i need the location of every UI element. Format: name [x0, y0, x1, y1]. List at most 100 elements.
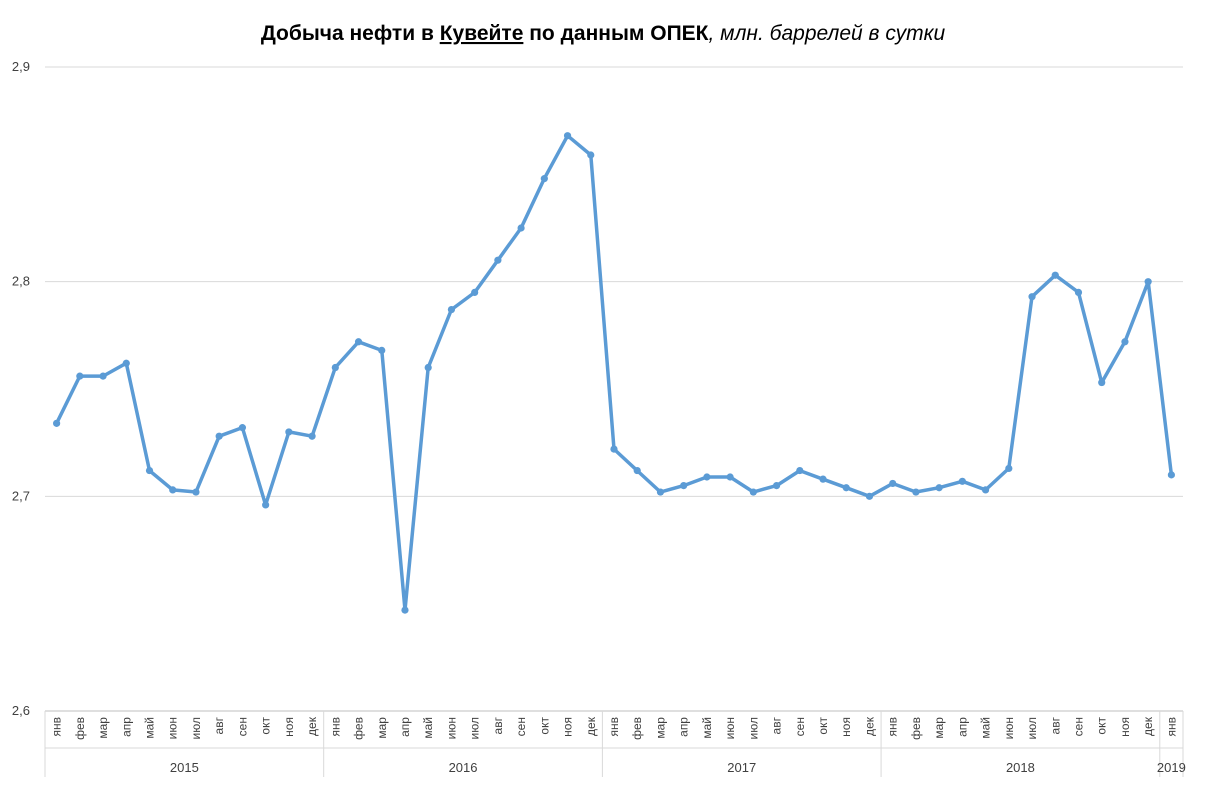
data-point: [285, 428, 293, 436]
x-tick-label: июн: [1002, 717, 1016, 739]
x-tick-label: июн: [444, 717, 458, 739]
data-point: [424, 363, 432, 372]
x-tick-label: фев: [630, 717, 644, 740]
x-tick-label: апр: [119, 717, 133, 737]
x-tick-label: янв: [1164, 717, 1178, 737]
x-tick-label: янв: [886, 717, 900, 737]
year-label: 2016: [449, 760, 478, 775]
x-tick-label: фев: [352, 717, 366, 740]
data-point: [99, 372, 107, 380]
data-point: [471, 288, 479, 296]
data-point: [378, 346, 386, 354]
series-layer: [53, 132, 1175, 614]
x-tick-label: мар: [96, 717, 110, 739]
data-point: [1005, 464, 1013, 473]
data-point: [981, 486, 990, 494]
data-point: [308, 432, 316, 440]
data-point: [540, 175, 548, 183]
x-tick-label: июл: [189, 717, 203, 739]
x-tick-label: сен: [514, 717, 528, 736]
title-middle: по данным ОПЕК: [523, 22, 708, 45]
x-tick-label: апр: [677, 717, 691, 737]
data-point: [53, 419, 61, 427]
x-tick-label: дек: [305, 716, 319, 736]
x-tick-label: ноя: [561, 717, 575, 737]
data-point: [262, 501, 270, 509]
x-tick-label: май: [700, 717, 714, 739]
data-point: [1167, 471, 1175, 479]
x-tick-label: дек: [584, 716, 598, 736]
data-point: [749, 488, 757, 496]
x-axis: янв фев мар апр май июн июл авг сен окт ноя дек янв ф…: [44, 711, 1186, 777]
data-point: [656, 488, 665, 496]
x-tick-label: июл: [468, 717, 482, 739]
x-tick-label: апр: [398, 717, 412, 737]
x-tick-label: мар: [653, 717, 667, 739]
x-tick-label: ноя: [839, 717, 853, 737]
data-point: [935, 484, 943, 492]
x-tick-label: ноя: [1118, 717, 1132, 737]
x-tick-label: июн: [166, 717, 180, 739]
data-point: [680, 482, 688, 490]
data-point: [76, 372, 84, 380]
y-axis: 2,6 2,7 2,8 2,9: [12, 59, 30, 718]
x-tick-label: янв: [328, 717, 342, 737]
data-point: [517, 224, 525, 232]
data-point: [494, 256, 502, 264]
x-tick-label: окт: [259, 717, 273, 735]
x-tick-label: апр: [955, 717, 969, 737]
x-tick-label: июл: [746, 717, 760, 739]
y-tick-label: 2,7: [12, 488, 30, 503]
data-point: [447, 305, 456, 314]
data-point: [331, 363, 339, 372]
x-tick-label: июн: [723, 717, 737, 739]
data-point: [842, 484, 850, 492]
x-tick-label: окт: [537, 717, 551, 735]
data-point: [610, 445, 618, 453]
x-tick-label: янв: [50, 717, 64, 737]
data-point: [889, 479, 897, 488]
x-tick-label: ноя: [282, 717, 296, 737]
series-line: [54, 133, 1174, 612]
x-tick-label: мар: [375, 717, 389, 739]
year-label: 2018: [1006, 760, 1035, 775]
x-tick-label: сен: [1071, 717, 1085, 736]
data-point: [354, 338, 363, 346]
data-point: [401, 606, 409, 614]
x-tick-label: фев: [73, 717, 87, 740]
y-tick-label: 2,8: [12, 274, 30, 289]
chart-title: Добыча нефти в Кувейте по данным ОПЕК, м…: [261, 22, 946, 45]
x-tick-label: окт: [1095, 717, 1109, 735]
data-point: [238, 424, 247, 432]
x-tick-label: янв: [607, 717, 621, 737]
year-label: 2019: [1157, 760, 1186, 775]
x-tick-label: авг: [212, 716, 226, 734]
data-point: [215, 432, 223, 440]
data-point: [703, 473, 711, 481]
title-unit: , млн. баррелей в сутки: [709, 22, 946, 45]
data-point: [772, 482, 781, 490]
title-country: Кувейте: [440, 22, 524, 45]
data-point: [819, 475, 827, 483]
data-point: [796, 466, 804, 475]
x-tick-label: май: [143, 717, 157, 739]
data-point: [587, 151, 595, 159]
y-tick-label: 2,6: [12, 703, 30, 718]
data-point: [1144, 278, 1152, 286]
data-point: [726, 473, 734, 481]
data-point: [1121, 338, 1129, 346]
year-label: 2017: [727, 760, 756, 775]
year-label: 2015: [170, 760, 199, 775]
x-tick-label: дек: [862, 716, 876, 736]
y-tick-label: 2,9: [12, 59, 30, 74]
data-point: [1098, 378, 1106, 387]
x-tick-label: мар: [932, 717, 946, 739]
data-point: [912, 488, 920, 496]
x-tick-label: май: [979, 717, 993, 739]
data-point: [865, 492, 874, 500]
x-tick-label: авг: [491, 716, 505, 734]
data-point: [1028, 293, 1036, 301]
data-point: [122, 359, 130, 367]
data-point: [192, 488, 200, 496]
